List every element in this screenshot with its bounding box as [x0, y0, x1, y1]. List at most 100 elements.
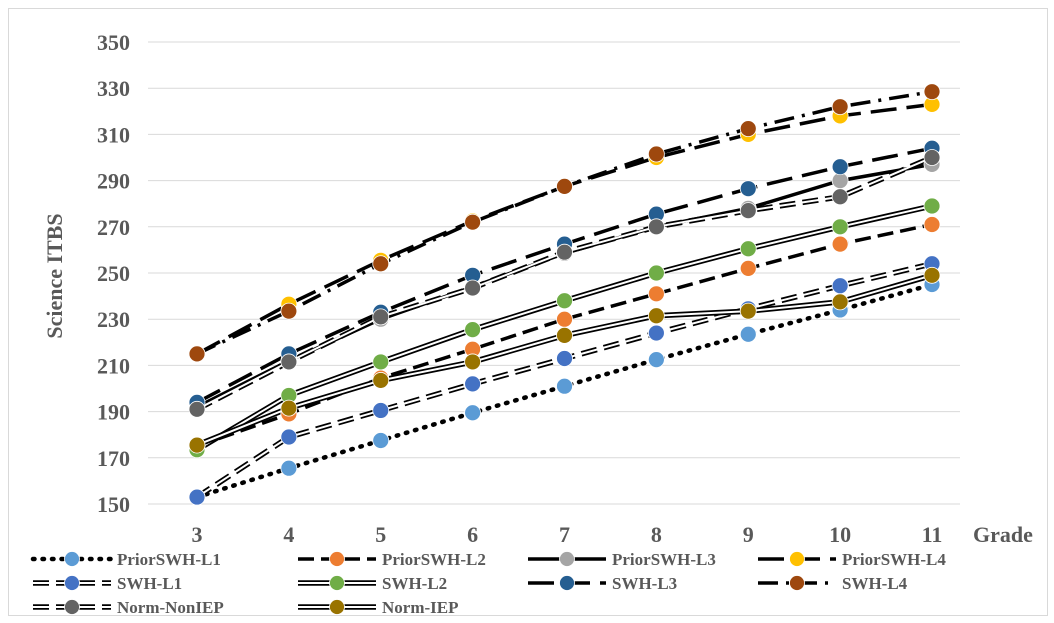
data-point	[647, 264, 665, 282]
data-point	[831, 235, 849, 253]
data-point	[280, 459, 298, 477]
data-point	[923, 197, 941, 215]
legend-item-priorswh-l4: PriorSWH-L4	[758, 550, 946, 569]
data-point	[739, 302, 757, 320]
y-tick-label: 210	[97, 353, 130, 378]
data-point	[831, 293, 849, 311]
y-tick-label: 350	[97, 30, 130, 55]
data-point	[372, 372, 390, 389]
data-point	[831, 188, 849, 206]
legend-item-swh-l2: SWH-L2	[298, 574, 447, 593]
data-point	[923, 266, 941, 284]
legend-marker	[559, 551, 575, 567]
markers-norm-iep	[188, 266, 941, 454]
legend-marker	[789, 575, 805, 591]
data-point	[647, 324, 665, 342]
legend-item-priorswh-l1: PriorSWH-L1	[30, 550, 221, 569]
x-tick-label: 6	[467, 522, 478, 547]
series-norm-noniep	[195, 154, 934, 412]
markers-swh-l2	[188, 197, 941, 459]
data-point	[280, 399, 298, 417]
data-point	[831, 98, 849, 116]
series-priorswh-l1	[194, 282, 935, 500]
data-point	[831, 218, 849, 236]
x-tick-label: 10	[829, 522, 851, 547]
y-tick-label: 230	[97, 307, 130, 332]
y-tick-labels: 150 170 190 210 230 250 270 290 310 330 350	[97, 30, 130, 517]
data-point	[280, 302, 298, 320]
series-norm-noniep-line-inner	[196, 156, 933, 411]
data-point	[372, 255, 390, 273]
y-axis-title: Science ITBS	[42, 213, 67, 338]
data-point	[647, 145, 665, 163]
x-tick-label: 11	[922, 522, 943, 547]
legend-marker	[64, 599, 80, 615]
data-point	[556, 292, 573, 310]
legend-marker	[64, 575, 80, 591]
legend-item-swh-l3: SWH-L3	[528, 574, 677, 593]
data-point	[647, 218, 665, 236]
y-tick-label: 270	[97, 215, 130, 240]
legend-label: Norm-NonIEP	[117, 598, 224, 617]
data-point	[739, 180, 757, 198]
data-point	[923, 83, 941, 101]
data-point	[372, 308, 390, 326]
legend-marker	[329, 575, 345, 591]
data-point	[556, 177, 573, 195]
data-point	[464, 353, 482, 371]
y-tick-label: 290	[97, 169, 130, 194]
legend-item-norm-iep: Norm-IEP	[298, 598, 458, 617]
markers-priorswh-l3	[188, 156, 941, 416]
x-tick-label: 3	[192, 522, 203, 547]
data-point	[739, 120, 757, 138]
markers-norm-noniep	[188, 149, 941, 418]
legend-marker	[329, 551, 345, 567]
data-point	[739, 240, 757, 258]
y-tick-label: 150	[97, 492, 130, 517]
data-point	[464, 279, 482, 297]
legend-item-swh-l1: SWH-L1	[33, 574, 182, 593]
series-priorswh-l1-line	[194, 282, 935, 500]
series-priorswh-l2-line	[196, 222, 933, 448]
series-priorswh-l2	[196, 222, 933, 448]
legend-item-norm-noniep: Norm-NonIEP	[33, 598, 224, 617]
series-group	[188, 83, 941, 506]
data-point	[739, 325, 757, 343]
data-point	[739, 259, 757, 277]
data-point	[372, 353, 390, 371]
legend-label: Norm-IEP	[382, 598, 458, 617]
y-tick-label: 310	[97, 122, 130, 147]
data-point	[372, 402, 390, 419]
y-tick-label: 190	[97, 400, 130, 425]
series-norm-noniep-line	[195, 154, 934, 412]
data-point	[831, 158, 849, 176]
data-point	[647, 307, 665, 325]
legend-marker	[329, 599, 345, 615]
data-point	[188, 488, 206, 506]
data-point	[556, 326, 573, 344]
x-tick-label: 4	[283, 522, 294, 547]
legend-marker	[559, 575, 575, 591]
data-point	[647, 351, 665, 369]
data-point	[372, 432, 390, 449]
data-point	[464, 213, 482, 231]
legend-item-priorswh-l3: PriorSWH-L3	[528, 550, 716, 569]
y-tick-label: 330	[97, 76, 130, 101]
data-point	[647, 285, 665, 303]
legend-marker	[64, 551, 80, 567]
legend-label: SWH-L3	[612, 574, 677, 593]
data-point	[923, 149, 941, 166]
data-point	[188, 345, 206, 363]
data-point	[280, 428, 298, 446]
data-point	[556, 350, 573, 367]
data-point	[280, 353, 298, 371]
data-point	[188, 436, 206, 454]
y-tick-label: 170	[97, 446, 130, 471]
data-point	[923, 216, 941, 233]
data-point	[556, 243, 573, 261]
data-point	[831, 277, 849, 295]
data-point	[464, 404, 482, 422]
x-tick-label: 8	[651, 522, 662, 547]
legend-label: SWH-L1	[117, 574, 182, 593]
